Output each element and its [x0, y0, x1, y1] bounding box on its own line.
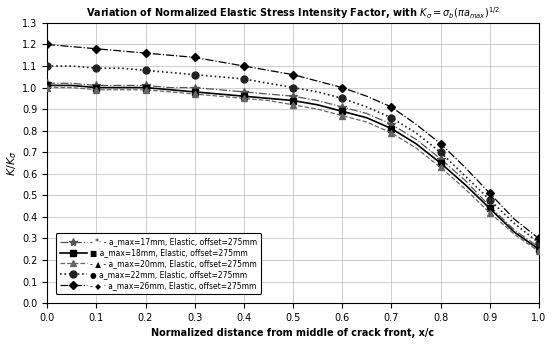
X-axis label: Normalized distance from middle of crack front, x/c: Normalized distance from middle of crack… [151, 329, 434, 338]
Title: Variation of Normalized Elastic Stress Intensity Factor, with $K_{\sigma}=\sigma: Variation of Normalized Elastic Stress I… [86, 6, 500, 21]
Y-axis label: $K/K_\sigma$: $K/K_\sigma$ [6, 150, 19, 176]
Legend: - *· - a_max=17mm, Elastic, offset=275mm, ■ a_max=18mm, Elastic, offset=275mm, -: - *· - a_max=17mm, Elastic, offset=275mm… [56, 234, 261, 294]
